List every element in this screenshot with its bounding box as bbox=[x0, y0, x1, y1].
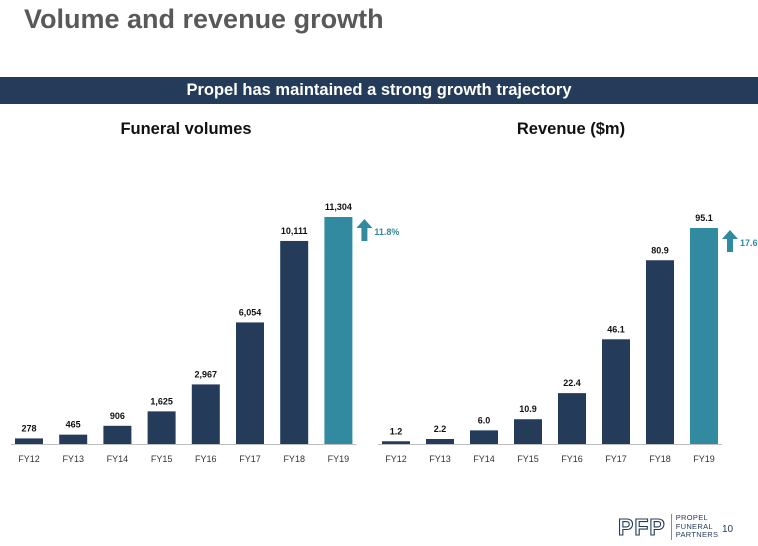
tick-label: FY14 bbox=[107, 454, 129, 464]
logo-mark: PFP bbox=[617, 514, 666, 540]
data-label: 11,304 bbox=[325, 202, 352, 212]
bar bbox=[382, 441, 410, 444]
data-label: 95.1 bbox=[695, 213, 713, 223]
tick-label: FY19 bbox=[328, 454, 350, 464]
bar bbox=[470, 430, 498, 444]
data-label: 278 bbox=[21, 423, 36, 433]
data-label: 6.0 bbox=[478, 415, 491, 425]
logo-divider bbox=[670, 514, 672, 540]
tick-label: FY16 bbox=[561, 454, 583, 464]
bar bbox=[236, 322, 264, 444]
data-label: 80.9 bbox=[651, 245, 669, 255]
tick-label: FY13 bbox=[429, 454, 451, 464]
tick-label: FY12 bbox=[385, 454, 407, 464]
bar bbox=[558, 393, 586, 444]
tick-label: FY18 bbox=[649, 454, 671, 464]
data-label: 906 bbox=[110, 411, 125, 421]
data-label: 2,967 bbox=[195, 369, 218, 379]
logo-line: PARTNERS bbox=[675, 530, 719, 540]
data-label: 465 bbox=[66, 420, 81, 430]
up-arrow-icon bbox=[356, 219, 373, 241]
tick-label: FY15 bbox=[517, 454, 539, 464]
data-label: 22.4 bbox=[563, 378, 581, 388]
data-label: 46.1 bbox=[607, 324, 625, 334]
bar bbox=[426, 439, 454, 444]
tick-label: FY13 bbox=[62, 454, 84, 464]
data-label: 6,054 bbox=[239, 307, 262, 317]
data-label: 1,625 bbox=[150, 396, 173, 406]
bar bbox=[280, 240, 309, 444]
tick-label: FY12 bbox=[18, 454, 40, 464]
tick-label: FY18 bbox=[283, 454, 305, 464]
data-label: 10,111 bbox=[281, 226, 308, 236]
data-label: 2.2 bbox=[434, 424, 447, 434]
bar bbox=[646, 260, 674, 444]
page-number: 10 bbox=[722, 524, 734, 535]
up-arrow-icon bbox=[722, 230, 738, 252]
chart-title-revenue: Revenue ($m) bbox=[516, 120, 626, 138]
bar bbox=[191, 384, 220, 444]
data-label: 1.2 bbox=[390, 426, 403, 436]
page-title: Volume and revenue growth bbox=[24, 4, 384, 34]
logo-line: PROPEL bbox=[675, 513, 708, 523]
bar bbox=[103, 425, 132, 444]
tick-label: FY17 bbox=[239, 454, 261, 464]
bar bbox=[59, 434, 88, 444]
chart-title-volumes: Funeral volumes bbox=[120, 120, 252, 138]
logo-line: FUNERAL bbox=[675, 521, 713, 531]
logo-wordmark: PROPEL FUNERAL PARTNERS bbox=[675, 513, 719, 540]
banner: Propel has maintained a strong growth tr… bbox=[0, 77, 758, 104]
bar bbox=[324, 217, 353, 444]
data-label: 10.9 bbox=[519, 404, 537, 414]
bar bbox=[602, 339, 630, 444]
bar bbox=[147, 411, 176, 444]
tick-label: FY19 bbox=[693, 454, 715, 464]
growth-annotation: 17.6% bbox=[740, 238, 758, 248]
bar bbox=[514, 419, 542, 444]
tick-label: FY15 bbox=[151, 454, 173, 464]
bar bbox=[15, 438, 43, 444]
growth-annotation: 11.8% bbox=[374, 227, 399, 237]
company-logo: PFP PROPEL FUNERAL PARTNERS bbox=[617, 513, 719, 540]
tick-label: FY17 bbox=[605, 454, 627, 464]
tick-label: FY14 bbox=[473, 454, 495, 464]
bar bbox=[690, 228, 718, 444]
tick-label: FY16 bbox=[195, 454, 217, 464]
